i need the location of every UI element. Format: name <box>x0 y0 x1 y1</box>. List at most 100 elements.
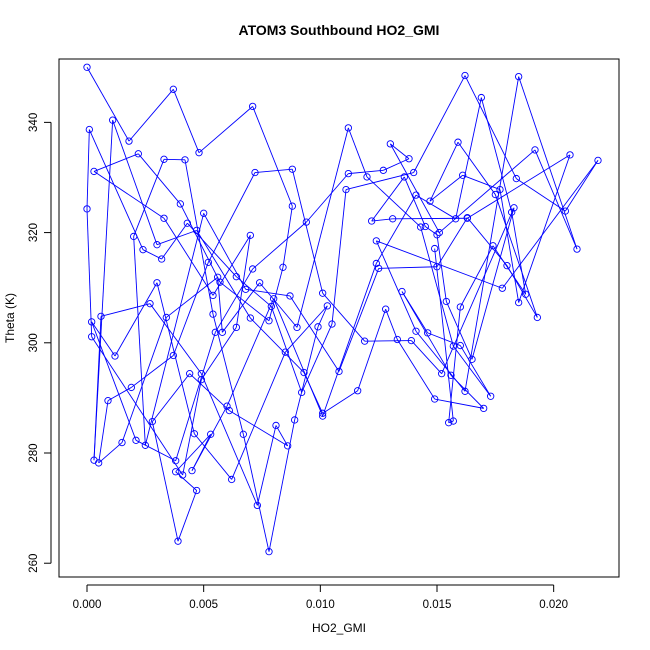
data-point <box>214 273 222 281</box>
x-axis-label: HO2_GMI <box>312 621 366 635</box>
data-point <box>83 205 91 213</box>
data-point <box>265 317 273 325</box>
data-point <box>172 457 180 465</box>
data-point <box>179 471 187 479</box>
data-point <box>104 397 112 405</box>
series-line-segment <box>291 169 324 294</box>
series-line-segment <box>401 291 452 376</box>
data-point <box>251 168 259 177</box>
data-point <box>249 265 257 273</box>
data-point <box>533 313 541 322</box>
series-line-segment <box>144 213 205 446</box>
data-point <box>272 421 280 430</box>
data-point <box>372 259 380 268</box>
data-point <box>181 156 189 164</box>
series-line-segment <box>86 208 93 337</box>
data-point <box>454 138 462 146</box>
series-line-segment <box>91 321 116 357</box>
series-line-segment <box>256 425 277 506</box>
data-point <box>459 171 467 179</box>
series-line-segment <box>413 75 466 173</box>
chart-title: ATOM3 Southbound HO2_GMI <box>239 22 440 38</box>
data-point <box>431 395 439 403</box>
data-point <box>561 207 569 215</box>
series-line-segment <box>149 303 202 374</box>
data-point <box>242 285 250 293</box>
series-line-segment <box>492 245 527 295</box>
series-line-segment <box>357 309 387 391</box>
data-point <box>200 209 208 217</box>
series-line-segment <box>494 194 538 318</box>
series-line-segment <box>133 236 146 446</box>
series-line-segment <box>452 345 492 397</box>
series-line-segment <box>182 379 202 476</box>
data-point <box>281 348 289 356</box>
data-point <box>463 214 471 222</box>
data-point <box>323 302 331 310</box>
series-line-segment <box>252 221 307 270</box>
series-line-segment <box>464 76 520 392</box>
data-point <box>368 217 376 225</box>
series-line-segment <box>420 226 454 347</box>
y-axis: 260 280 300 320 340 <box>28 113 52 573</box>
data-point <box>88 333 96 341</box>
data-point <box>407 336 415 345</box>
series-line-segment <box>322 390 358 414</box>
data-point <box>118 438 126 447</box>
series-line-segment <box>93 316 102 461</box>
data-point <box>225 406 233 415</box>
data-point <box>452 215 460 223</box>
data-point <box>223 402 231 410</box>
series-line-segment <box>511 212 527 295</box>
data-point <box>498 284 506 292</box>
data-point <box>405 155 413 163</box>
data-point <box>183 219 191 227</box>
series-line-segment <box>462 174 501 191</box>
data-point <box>267 302 275 311</box>
series-line-segment <box>189 373 230 411</box>
series-line-segment <box>207 172 256 263</box>
series-line-segment <box>203 213 247 290</box>
series-line-segment <box>177 490 198 542</box>
series-line-segment <box>107 387 132 402</box>
series-line-segment <box>88 129 144 250</box>
series-line-segment <box>317 305 328 328</box>
series-line-segment <box>501 160 599 289</box>
data-point <box>456 303 464 311</box>
data-point <box>109 116 117 124</box>
data-point <box>169 85 177 93</box>
data-point <box>209 310 217 318</box>
data-point <box>158 255 166 263</box>
series-line-segment <box>439 149 536 233</box>
data-point <box>90 456 98 464</box>
data-point <box>218 328 226 336</box>
series-line-segment <box>128 89 174 142</box>
data-point <box>204 258 212 266</box>
series-line-segment <box>389 143 440 233</box>
series-line-segment <box>366 176 421 228</box>
series-line-segment <box>200 373 258 506</box>
series-line-segment <box>156 229 197 246</box>
series-line-segment <box>242 434 270 552</box>
data-point <box>130 232 138 241</box>
data-point <box>160 155 168 163</box>
data-point <box>111 352 119 360</box>
data-point <box>270 295 278 303</box>
series-line-segment <box>93 171 165 219</box>
data-point <box>491 190 499 199</box>
data-point <box>319 409 327 417</box>
data-point <box>249 102 257 111</box>
x-tick-label: 0.005 <box>189 599 218 611</box>
series-line-segment <box>273 298 324 417</box>
data-point <box>148 417 156 426</box>
series-line-segment <box>516 178 566 212</box>
y-tick-label: 280 <box>28 443 40 462</box>
series-line-segment <box>98 442 123 464</box>
data-point <box>382 305 390 313</box>
y-axis-label: Theta (K) <box>3 293 17 343</box>
data-point <box>239 430 247 438</box>
series-line-segment <box>429 142 459 202</box>
data-point <box>193 226 201 235</box>
series-line-segment <box>459 345 492 397</box>
